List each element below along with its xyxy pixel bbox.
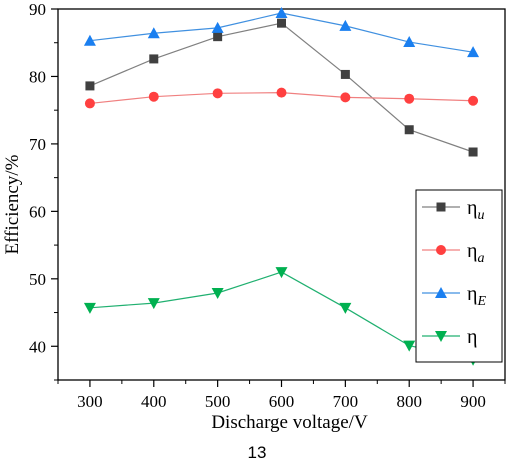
y-tick-label: 40 xyxy=(29,337,46,356)
page-number: 13 xyxy=(248,443,267,462)
data-point xyxy=(84,98,95,109)
legend-marker xyxy=(436,245,446,255)
axis-ticks: 300 400 500 600 700 800 900 40 50 60 70 80 90 xyxy=(29,0,506,411)
x-axis-title: Discharge voltage/V xyxy=(211,412,368,433)
data-point xyxy=(404,125,414,135)
data-point xyxy=(211,287,224,299)
series-3 xyxy=(83,7,480,58)
data-point xyxy=(83,34,96,46)
y-tick-label: 70 xyxy=(29,135,46,154)
x-tick-label: 500 xyxy=(205,392,231,411)
data-point xyxy=(85,81,95,91)
series-1 xyxy=(85,18,478,157)
y-tick-label: 60 xyxy=(29,202,46,221)
data-point xyxy=(467,46,480,58)
x-tick-label: 900 xyxy=(460,392,486,411)
x-tick-label: 700 xyxy=(333,392,359,411)
data-point xyxy=(339,19,352,31)
data-point xyxy=(149,54,159,64)
legend-label: ηE xyxy=(467,283,486,309)
x-tick-label: 400 xyxy=(141,392,167,411)
y-axis-title: Efficiency/% xyxy=(2,154,23,254)
data-point xyxy=(83,302,96,314)
legend: ηu ηa ηE η xyxy=(415,189,503,363)
legend-marker xyxy=(435,331,447,342)
data-point xyxy=(468,147,478,157)
data-point xyxy=(404,93,415,104)
data-point xyxy=(339,302,352,314)
legend-marker xyxy=(436,202,446,212)
data-point xyxy=(468,95,479,106)
data-point xyxy=(340,69,350,79)
data-point xyxy=(213,32,223,42)
data-point xyxy=(147,27,160,39)
data-point xyxy=(276,87,287,98)
data-point xyxy=(403,340,416,352)
legend-label: ηa xyxy=(467,240,484,266)
data-point xyxy=(403,36,416,48)
data-point xyxy=(212,88,223,99)
series-layer xyxy=(83,7,480,366)
legend-marker xyxy=(435,287,447,298)
y-tick-label: 80 xyxy=(29,67,46,86)
data-point xyxy=(275,7,288,19)
data-point xyxy=(275,267,288,279)
series-2 xyxy=(84,87,479,109)
data-point xyxy=(340,92,351,103)
legend-box xyxy=(415,189,503,363)
y-tick-label: 90 xyxy=(29,0,46,19)
data-point xyxy=(148,91,159,102)
x-tick-label: 600 xyxy=(269,392,295,411)
data-point xyxy=(211,21,224,33)
x-tick-label: 300 xyxy=(77,392,103,411)
x-tick-label: 800 xyxy=(396,392,422,411)
data-point xyxy=(147,298,160,310)
y-tick-label: 50 xyxy=(29,270,46,289)
legend-label: η xyxy=(467,326,477,348)
legend-label: ηu xyxy=(467,197,484,223)
data-point xyxy=(277,18,286,28)
